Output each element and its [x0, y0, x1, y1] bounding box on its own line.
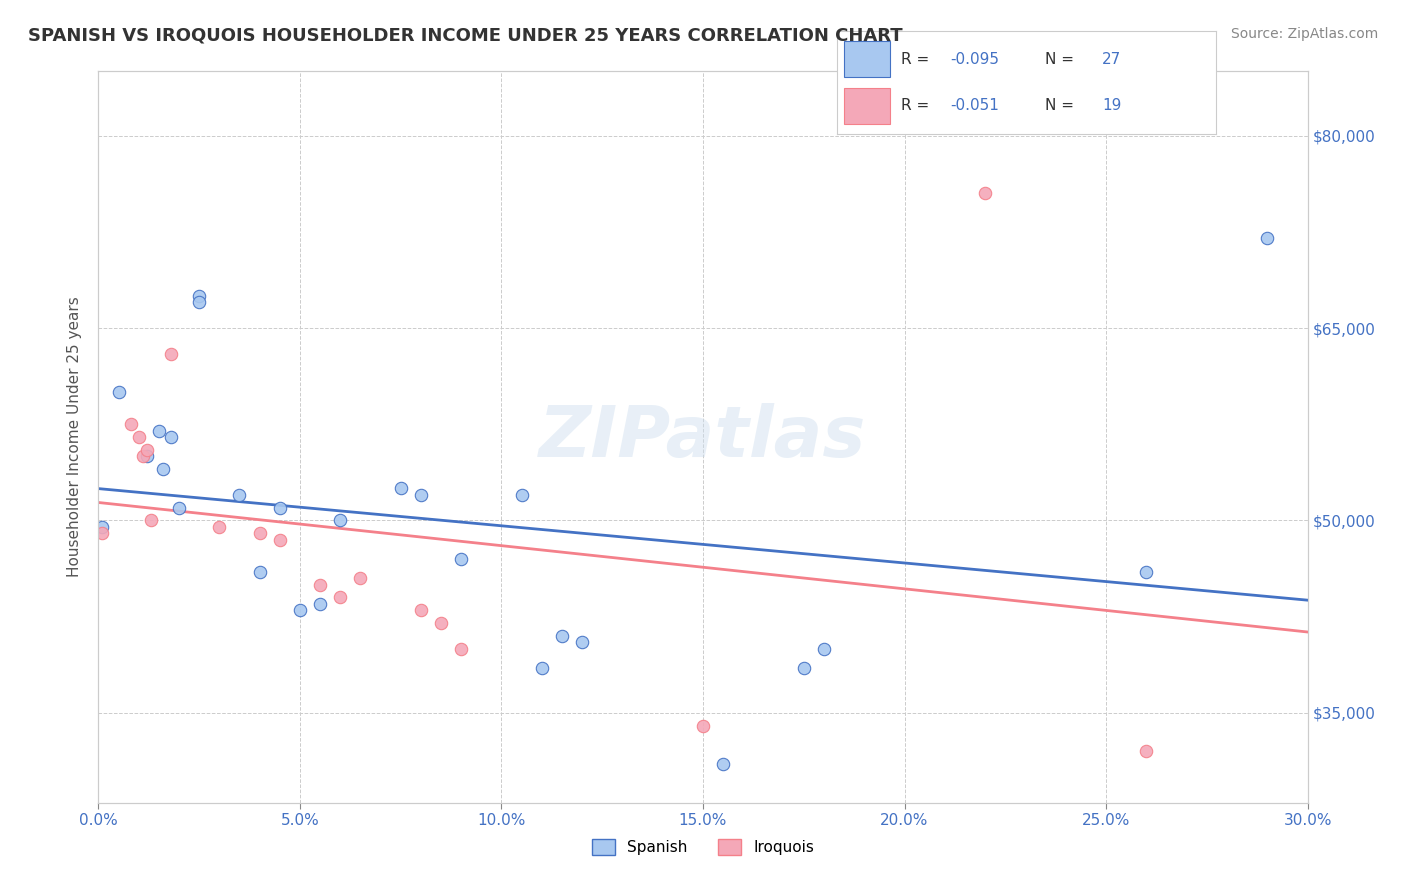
Point — [389, 482, 412, 496]
Point — [349, 571, 371, 585]
Point — [167, 500, 190, 515]
Point — [148, 424, 170, 438]
Point — [1135, 744, 1157, 758]
Point — [135, 450, 157, 464]
Point — [329, 514, 352, 528]
Point — [450, 552, 472, 566]
Point — [188, 289, 211, 303]
Text: N =: N = — [1046, 53, 1080, 68]
Point — [128, 430, 150, 444]
Point — [269, 500, 291, 515]
Text: 19: 19 — [1102, 98, 1122, 113]
Point — [160, 430, 183, 444]
Text: ZIPatlas: ZIPatlas — [540, 402, 866, 472]
Point — [409, 603, 432, 617]
Point — [132, 450, 155, 464]
Point — [152, 462, 174, 476]
Legend: Spanish, Iroquois: Spanish, Iroquois — [586, 833, 820, 861]
Text: -0.095: -0.095 — [950, 53, 1000, 68]
Point — [551, 629, 574, 643]
Point — [139, 514, 162, 528]
Point — [228, 488, 250, 502]
Point — [329, 591, 352, 605]
Point — [974, 186, 997, 201]
Point — [510, 488, 533, 502]
Point — [530, 661, 553, 675]
Bar — [844, 42, 890, 78]
Point — [249, 565, 271, 579]
Bar — [844, 87, 890, 124]
Text: R =: R = — [901, 98, 934, 113]
Point — [692, 719, 714, 733]
Point — [711, 757, 734, 772]
Point — [91, 526, 114, 541]
Point — [288, 603, 311, 617]
Point — [571, 635, 593, 649]
Point — [813, 641, 835, 656]
Point — [409, 488, 432, 502]
Point — [135, 442, 157, 457]
Point — [1256, 231, 1278, 245]
Text: -0.051: -0.051 — [950, 98, 1000, 113]
Text: R =: R = — [901, 53, 934, 68]
Text: Source: ZipAtlas.com: Source: ZipAtlas.com — [1230, 27, 1378, 41]
Text: N =: N = — [1046, 98, 1080, 113]
Text: 27: 27 — [1102, 53, 1122, 68]
Point — [450, 641, 472, 656]
Point — [309, 597, 332, 611]
Point — [91, 520, 114, 534]
Point — [430, 616, 453, 631]
Point — [269, 533, 291, 547]
Point — [1135, 565, 1157, 579]
Point — [793, 661, 815, 675]
Point — [208, 520, 231, 534]
Point — [120, 417, 142, 432]
Point — [107, 385, 129, 400]
Point — [249, 526, 271, 541]
Point — [188, 295, 211, 310]
Text: SPANISH VS IROQUOIS HOUSEHOLDER INCOME UNDER 25 YEARS CORRELATION CHART: SPANISH VS IROQUOIS HOUSEHOLDER INCOME U… — [28, 27, 903, 45]
Y-axis label: Householder Income Under 25 years: Householder Income Under 25 years — [67, 297, 83, 577]
Point — [160, 346, 183, 360]
Point — [309, 577, 332, 591]
